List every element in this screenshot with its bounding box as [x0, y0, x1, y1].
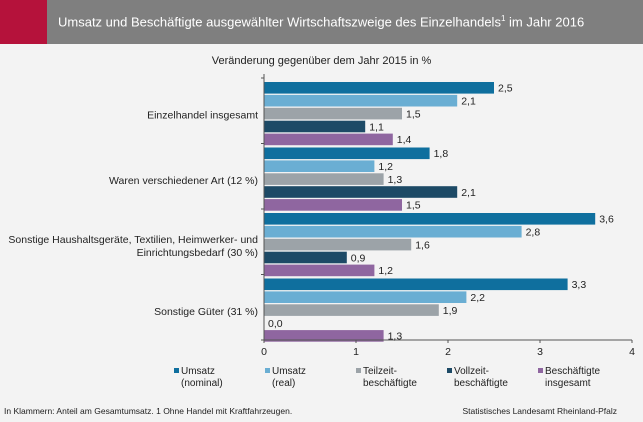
bar	[264, 304, 439, 316]
header-bar: Umsatz und Beschäftigte ausgewählter Wir…	[0, 0, 643, 44]
category-label: Waren verschiedener Art (12 %)	[109, 175, 258, 187]
category-label: Sonstige Güter (31 %)	[154, 306, 258, 318]
bar	[264, 199, 402, 211]
x-tick-label: 1	[353, 346, 359, 358]
data-label: 3,6	[599, 214, 614, 226]
x-tick-label: 4	[629, 346, 635, 358]
legend-label: beschäftigte	[454, 378, 508, 389]
data-label: 1,3	[388, 331, 403, 343]
legend-label: Vollzeit-	[454, 366, 489, 377]
category-label: Einzelhandel insgesamt	[147, 109, 258, 121]
legend-label: beschäftigte	[363, 378, 417, 389]
category-label: Einrichtungsbedarf (30 %)	[137, 247, 258, 259]
bar	[264, 147, 430, 160]
bar	[264, 173, 384, 185]
legend-label: (nominal)	[181, 378, 223, 389]
legend-label: insgesamt	[545, 378, 591, 389]
data-label: 1,9	[443, 305, 458, 317]
bar	[264, 238, 412, 251]
bar	[264, 107, 402, 120]
bar	[264, 330, 384, 342]
data-label: 1,5	[406, 108, 421, 120]
data-label: 1,2	[378, 265, 393, 277]
bar	[264, 120, 366, 133]
data-label: 1,4	[397, 134, 412, 146]
legend-label: Umsatz	[181, 366, 215, 377]
data-label: 2,2	[470, 292, 485, 304]
legend-swatch	[356, 368, 361, 373]
data-label: 0,9	[351, 252, 366, 264]
x-tick-label: 0	[261, 346, 267, 358]
legend-label: Umsatz	[272, 366, 306, 377]
source-note: Statistisches Landesamt Rheinland-Pfalz	[462, 406, 618, 416]
bar	[264, 278, 568, 291]
data-label: 2,8	[526, 227, 541, 239]
legend-swatch	[174, 368, 179, 373]
data-label: 1,3	[388, 174, 403, 186]
data-label: 1,2	[378, 161, 393, 173]
legend-label: Teilzeit-	[363, 366, 397, 377]
legend-swatch	[447, 368, 452, 373]
bar	[264, 251, 347, 264]
bar	[264, 213, 596, 225]
bar	[264, 291, 467, 303]
data-label: 1,5	[406, 200, 421, 212]
category-label: Sonstige Haushaltsgeräte, Textilien, Hei…	[8, 234, 258, 246]
bar	[264, 225, 522, 238]
x-tick-label: 2	[445, 346, 451, 358]
data-label: 0,0	[268, 318, 283, 330]
bar	[264, 133, 393, 146]
data-label: 2,5	[498, 83, 513, 95]
footnote: In Klammern: Anteil am Gesamtumsatz. 1 O…	[4, 406, 293, 416]
data-label: 3,3	[572, 279, 587, 291]
chart-title: Umsatz und Beschäftigte ausgewählter Wir…	[58, 14, 585, 30]
header-accent	[0, 0, 47, 44]
legend-swatch	[265, 368, 270, 373]
legend-swatch	[538, 368, 543, 373]
data-label: 1,1	[369, 121, 384, 133]
legend-label: Beschäftigte	[545, 366, 600, 377]
data-label: 2,1	[461, 96, 476, 108]
chart-subtitle: Veränderung gegenüber dem Jahr 2015 in %	[211, 55, 432, 67]
bar	[264, 264, 375, 277]
data-label: 2,1	[461, 187, 476, 199]
bar	[264, 82, 494, 94]
x-tick-label: 3	[537, 346, 543, 358]
bar	[264, 160, 375, 172]
bar	[264, 94, 458, 107]
data-label: 1,8	[434, 148, 449, 160]
bar	[264, 186, 458, 198]
legend-label: (real)	[272, 378, 295, 389]
data-label: 1,6	[415, 239, 430, 251]
